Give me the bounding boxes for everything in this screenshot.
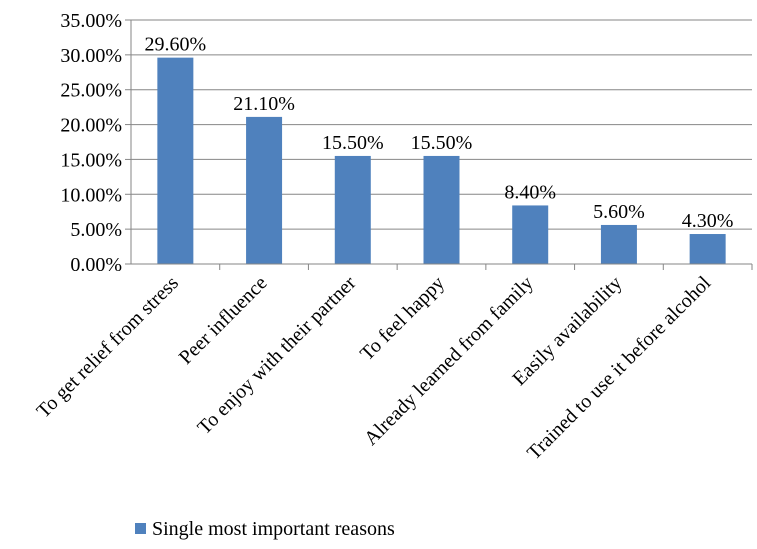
legend-label: Single most important reasons — [152, 518, 395, 540]
y-tick-label: 30.00% — [60, 45, 122, 67]
bar — [423, 155, 460, 264]
data-label: 29.60% — [145, 34, 207, 56]
y-tick-label: 35.00% — [60, 10, 122, 32]
x-tick-label: Already learned from family — [360, 272, 538, 450]
y-tick-label: 5.00% — [70, 219, 122, 241]
x-tick-label: To enjoy with their partner — [193, 272, 360, 439]
x-tick-label: Trained to use it before alcohol — [523, 272, 715, 464]
bar — [246, 116, 283, 264]
data-label: 15.50% — [411, 132, 473, 154]
data-label: 4.30% — [682, 210, 734, 232]
y-tick-label: 0.00% — [70, 254, 122, 276]
data-label: 21.10% — [233, 93, 295, 115]
bar — [157, 57, 194, 264]
y-tick-label: 15.00% — [60, 149, 122, 171]
bar — [600, 224, 637, 264]
bars — [157, 57, 726, 264]
bar — [512, 205, 549, 264]
data-label: 8.40% — [504, 181, 556, 203]
y-tick-label: 10.00% — [60, 184, 122, 206]
legend-swatch — [135, 523, 146, 534]
x-tick-label: Peer influence — [175, 272, 272, 369]
y-axis: 0.00% 5.00% 10.00% 15.00% 20.00% 25.00% 30.00%… — [60, 10, 132, 276]
x-tick-label: To feel happy — [356, 272, 449, 365]
data-label: 15.50% — [322, 132, 384, 154]
data-label: 5.60% — [593, 201, 645, 223]
legend: Single most important reasons — [135, 518, 395, 540]
bar — [334, 155, 371, 264]
x-tick-label: To get relief from stress — [32, 272, 183, 423]
y-tick-label: 20.00% — [60, 115, 122, 137]
bar — [689, 234, 726, 264]
y-tick-label: 25.00% — [60, 80, 122, 102]
data-labels: 29.60% 21.10% 15.50% 15.50% 8.40% 5.60% 4.30% — [145, 34, 734, 232]
